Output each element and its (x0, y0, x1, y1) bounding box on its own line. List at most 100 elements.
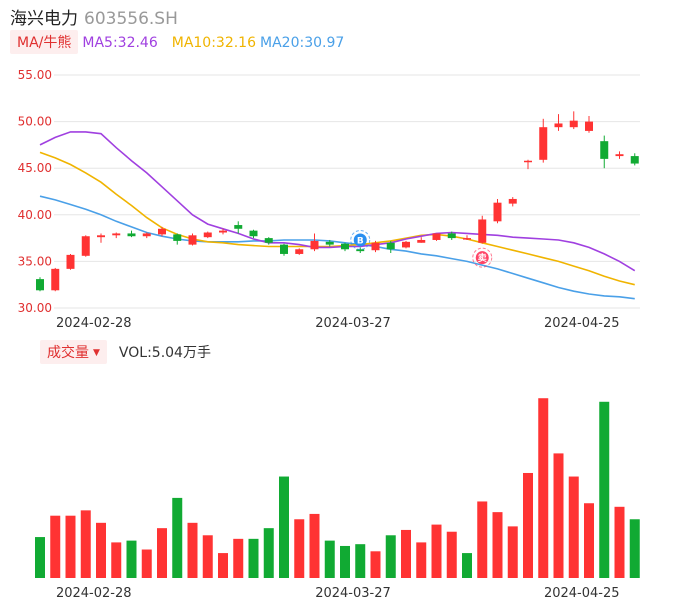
volume-bar (172, 497, 183, 578)
ma20-value: MA20:30.97 (260, 35, 345, 51)
ma10-line (39, 151, 635, 286)
volume-series (35, 398, 640, 578)
volume-bar (80, 510, 91, 578)
candle-body (402, 241, 410, 248)
sell-signal-marker[interactable]: 卖 (472, 247, 493, 268)
volume-bar (584, 503, 594, 578)
volume-bar (96, 522, 106, 578)
candle-body (219, 230, 227, 233)
candle (264, 237, 273, 245)
candle-body (234, 225, 243, 229)
volume-bar (416, 542, 427, 578)
volume-bar (370, 551, 381, 578)
volume-x-axis: 2024-02-28 2024-03-27 2024-04-25 (56, 586, 620, 601)
price-x-axis: 2024-02-28 2024-03-27 2024-04-25 (56, 316, 620, 331)
candle-body (554, 123, 563, 128)
candle (219, 228, 227, 235)
candle (158, 226, 166, 237)
volume-selector-label: 成交量 (47, 345, 89, 361)
volume-bar (294, 519, 305, 578)
candle-body (417, 239, 426, 243)
volume-indicator-selector[interactable]: 成交量 ▼ (40, 340, 107, 364)
candle-body (66, 254, 75, 269)
stock-header: 海兴电力 603556.SH (10, 4, 178, 29)
volume-x-tick-label: 2024-03-27 (315, 586, 391, 601)
candle-body (630, 156, 639, 164)
volume-bar (431, 524, 442, 578)
ma-legend: MA/牛熊 MA5:32.46 MA10:32.16 MA20:30.97 (10, 30, 344, 54)
candle-body (295, 249, 304, 254)
ma-lines (39, 131, 636, 300)
candle (447, 231, 456, 240)
buy-marker-badge-icon (353, 233, 367, 247)
candle-body (508, 198, 517, 204)
candle (203, 231, 212, 239)
ma-indicator-selector[interactable]: MA/牛熊 (10, 30, 79, 54)
candle-body (36, 279, 44, 291)
candle (417, 237, 426, 243)
candle-body (615, 154, 624, 157)
price-y-tick-label: 50.00 (18, 115, 52, 129)
volume-bar (553, 453, 564, 578)
price-x-tick-label: 2024-03-27 (315, 316, 391, 331)
candle (97, 233, 105, 243)
candle (310, 233, 319, 252)
volume-bar (477, 501, 488, 578)
candle (234, 221, 243, 234)
volume-bar (126, 540, 137, 578)
candle (569, 111, 578, 130)
candle (325, 239, 334, 247)
stock-code: 603556.SH (84, 9, 178, 29)
candle (478, 215, 487, 244)
candle (188, 233, 197, 246)
volume-bar (462, 553, 472, 578)
candle-body (310, 240, 319, 250)
volume-bar (492, 512, 503, 578)
volume-bar (340, 545, 350, 578)
candle-body (600, 141, 609, 159)
price-x-tick-label: 2024-04-25 (544, 316, 620, 331)
candle-body (447, 233, 456, 239)
signal-marker-label: B (357, 236, 364, 246)
volume-bar (446, 531, 457, 578)
candle (554, 114, 563, 131)
candle (432, 233, 441, 241)
candle (142, 232, 151, 239)
candle-body (112, 233, 121, 236)
sell-marker-badge-icon (475, 251, 489, 265)
candle-body (173, 234, 182, 241)
candle-body (539, 127, 548, 160)
candle (341, 242, 349, 252)
volume-bar (111, 542, 122, 578)
candle-body (432, 233, 441, 240)
candle (493, 198, 502, 224)
volume-bar (233, 538, 244, 578)
candle (630, 153, 639, 166)
candlestick-series (36, 111, 639, 292)
volume-x-tick-label: 2024-02-28 (56, 586, 132, 601)
candle-body (188, 235, 197, 245)
candle (508, 197, 517, 207)
price-grid (54, 74, 640, 309)
ma5-value: MA5:32.46 (82, 35, 158, 51)
volume-value: VOL:5.04万手 (118, 345, 211, 361)
candle (615, 151, 624, 159)
volume-bar (263, 528, 274, 578)
candle-body (203, 232, 212, 238)
candle (600, 135, 609, 169)
volume-bar (218, 553, 228, 578)
volume-bar (248, 538, 259, 578)
candle-body (569, 120, 578, 128)
buy-marker-ring-icon (350, 229, 371, 250)
candle-body (478, 219, 487, 243)
signal-marker-label: 卖 (478, 252, 487, 264)
buy-signal-marker[interactable]: B (350, 229, 371, 250)
ma20-line (39, 195, 635, 300)
volume-bar (538, 398, 549, 578)
candle-body (341, 243, 349, 250)
candle-body (158, 228, 166, 235)
candle (524, 159, 532, 170)
candle-body (463, 238, 471, 240)
candle (295, 248, 304, 255)
price-y-axis: 55.00 50.00 45.00 40.00 35.00 30.00 (18, 68, 52, 315)
